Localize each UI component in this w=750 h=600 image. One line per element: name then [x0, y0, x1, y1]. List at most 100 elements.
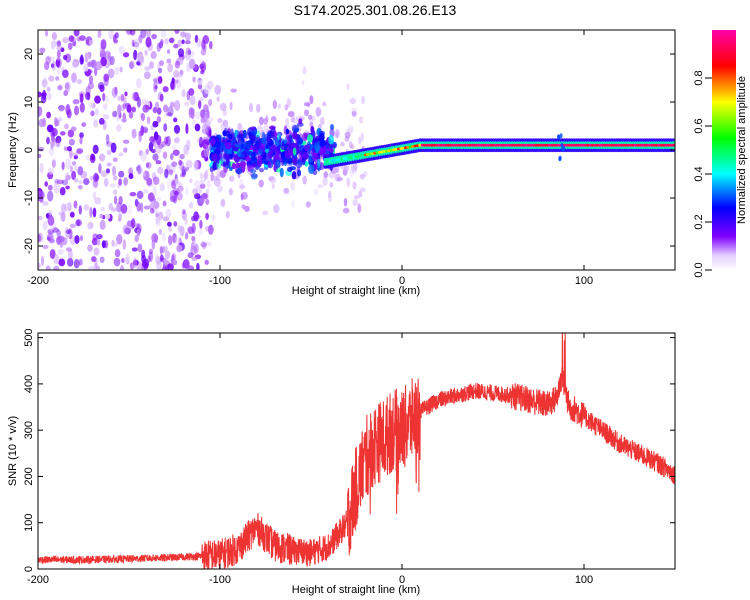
heatmap-cell: [671, 141, 675, 145]
heatmap-cell: [111, 165, 117, 177]
heatmap-cell: [171, 161, 178, 168]
heatmap-cell: [120, 264, 124, 270]
heatmap-cell: [93, 172, 99, 183]
heatmap-cell: [290, 116, 295, 123]
heatmap-cell: [101, 206, 105, 212]
heatmap-cell: [148, 248, 154, 255]
heatmap-cell: [272, 136, 277, 145]
heatmap-cell: [103, 177, 109, 187]
heatmap-cell: [87, 244, 93, 252]
heatmap-cell: [123, 147, 128, 153]
y-tick-label: 0: [23, 566, 35, 572]
heatmap-cell: [358, 116, 364, 124]
heatmap-cell: [92, 207, 97, 218]
heatmap-cell: [240, 136, 245, 143]
heatmap-cell: [55, 76, 60, 81]
heatmap-cell: [168, 37, 175, 44]
heatmap-cell: [193, 243, 199, 254]
heatmap-cell: [60, 203, 67, 214]
heatmap-cell: [118, 196, 123, 205]
heatmap-cell: [185, 47, 191, 55]
heatmap-cell: [61, 161, 65, 171]
heatmap-cell: [46, 111, 51, 119]
heatmap-cell: [91, 59, 97, 69]
heatmap-cell: [349, 168, 354, 178]
heatmap-cell: [206, 179, 211, 189]
heatmap-cell: [143, 71, 151, 80]
heatmap-cell: [349, 97, 357, 105]
heatmap-cell: [279, 167, 284, 178]
heatmap-cell: [230, 88, 237, 93]
heatmap-cell: [140, 112, 146, 122]
heatmap-cell: [159, 183, 165, 192]
heatmap-cell: [324, 171, 328, 178]
heatmap-cell: [205, 212, 209, 220]
x-tick-label: 100: [575, 574, 593, 586]
heatmap-cell: [272, 158, 277, 165]
heatmap-cell: [317, 158, 321, 169]
heatmap-cell: [185, 186, 189, 196]
heatmap-cell: [73, 258, 80, 269]
heatmap-cell: [186, 90, 191, 101]
heatmap-cell: [38, 215, 43, 221]
heatmap-cell: [142, 258, 150, 269]
heatmap-cell: [173, 124, 181, 134]
heatmap-cell: [335, 164, 340, 174]
heatmap-cell: [73, 30, 80, 37]
heatmap-cell: [41, 117, 47, 127]
heatmap-cell: [156, 107, 162, 115]
heatmap-cell: [154, 144, 162, 154]
heatmap-cell: [126, 104, 132, 113]
heatmap-cell: [88, 101, 94, 109]
heatmap-cell: [185, 139, 191, 151]
heatmap-cell: [137, 166, 144, 174]
heatmap-cell: [167, 221, 172, 227]
heatmap-cell: [205, 198, 210, 205]
heatmap-cell: [131, 247, 138, 252]
heatmap-cell: [185, 123, 189, 135]
heatmap-cell: [171, 77, 175, 84]
heatmap-cell: [118, 170, 125, 178]
heatmap-cell: [68, 249, 73, 261]
heatmap-cell: [131, 106, 137, 113]
heatmap-cell: [100, 170, 108, 178]
snr-y-ticks: 0 100 200 300 400 500: [23, 328, 675, 572]
heatmap-cell: [159, 254, 164, 261]
heatmap-cell: [167, 263, 174, 270]
heatmap-cell: [161, 245, 169, 253]
heatmap-cell: [206, 188, 210, 195]
heatmap-cell: [76, 148, 84, 155]
heatmap-cell: [219, 141, 225, 152]
y-tick-label: 0: [23, 147, 35, 153]
heatmap-cell: [181, 39, 185, 44]
heatmap-cell: [65, 174, 71, 181]
heatmap-cell: [46, 86, 51, 92]
heatmap-cell: [311, 115, 316, 121]
heatmap-cell: [47, 215, 55, 226]
heatmap-cell: [302, 152, 308, 159]
heatmap-cell: [342, 207, 350, 214]
heatmap-cell: [63, 54, 68, 60]
heatmap-cell: [152, 186, 157, 197]
heatmap-cell: [136, 60, 141, 66]
heatmap-cell: [308, 155, 313, 165]
heatmap-cell: [58, 105, 65, 111]
heatmap-cell: [173, 43, 179, 49]
heatmap-cell: [263, 123, 269, 132]
heatmap-cell: [122, 239, 127, 251]
heatmap-cell: [305, 201, 311, 208]
heatmap-cell: [68, 35, 75, 42]
heatmap-cell: [50, 40, 57, 48]
heatmap-cell: [257, 155, 262, 160]
heatmap-cell: [137, 243, 143, 253]
heatmap-cell: [302, 66, 307, 75]
heatmap-cell: [170, 153, 174, 161]
heatmap-cell: [38, 106, 43, 117]
heatmap-cell: [79, 102, 85, 113]
heatmap-cell: [359, 173, 365, 180]
heatmap-cell: [153, 81, 158, 93]
heatmap-cell: [199, 183, 206, 189]
heatmap-cell: [121, 117, 127, 123]
heatmap-cell: [107, 68, 115, 79]
heatmap-cell: [99, 213, 104, 219]
